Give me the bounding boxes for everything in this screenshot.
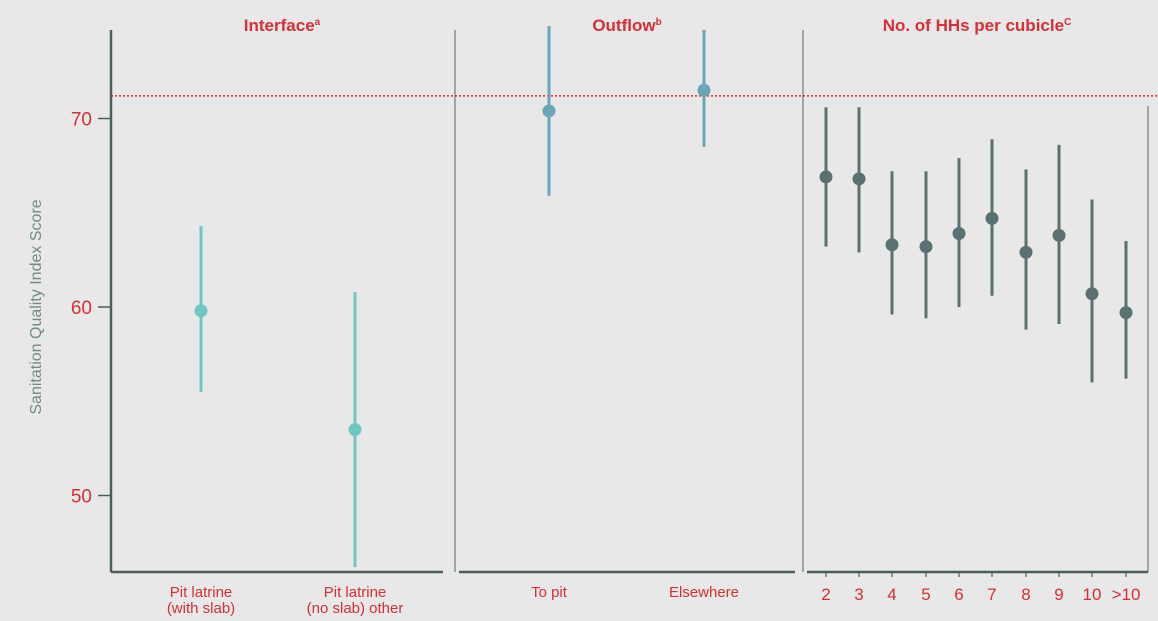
data-point xyxy=(919,240,933,254)
y-tick-label: 50 xyxy=(71,487,92,508)
panel-title: Interfacea xyxy=(244,16,321,35)
x-category-label: (with slab) xyxy=(167,600,235,617)
x-category-label: 4 xyxy=(887,585,896,604)
x-category-label: 3 xyxy=(854,585,863,604)
x-category-label: To pit xyxy=(531,584,568,601)
x-category-label: (no slab) other xyxy=(307,600,404,617)
data-point xyxy=(819,170,833,184)
y-axis-title: Sanitation Quality Index Score xyxy=(28,199,45,414)
data-point xyxy=(348,423,362,437)
x-category-label: 10 xyxy=(1083,585,1102,604)
y-tick-label: 60 xyxy=(71,298,92,319)
data-point xyxy=(697,83,711,97)
x-category-label: 6 xyxy=(954,585,963,604)
data-point xyxy=(194,304,208,318)
panel-title: No. of HHs per cubicleC xyxy=(883,16,1072,35)
x-category-label: 9 xyxy=(1054,585,1063,604)
x-category-label: 2 xyxy=(821,585,830,604)
data-point xyxy=(985,211,999,225)
panel-title: Outflowb xyxy=(592,16,661,35)
data-point xyxy=(1052,228,1066,242)
x-category-label: Pit latrine xyxy=(170,584,233,601)
x-category-label: 5 xyxy=(921,585,930,604)
x-category-label: 8 xyxy=(1021,585,1030,604)
data-point xyxy=(1085,287,1099,301)
data-point xyxy=(1019,245,1033,259)
y-tick-label: 70 xyxy=(71,110,92,131)
x-category-label: 7 xyxy=(987,585,996,604)
x-category-label: Pit latrine xyxy=(324,584,387,601)
data-point xyxy=(542,104,556,118)
data-point xyxy=(852,172,866,186)
data-point xyxy=(1119,306,1133,320)
x-category-label: Elsewhere xyxy=(669,584,739,601)
data-point xyxy=(885,238,899,252)
x-category-label: >10 xyxy=(1112,585,1141,604)
data-point xyxy=(952,226,966,240)
